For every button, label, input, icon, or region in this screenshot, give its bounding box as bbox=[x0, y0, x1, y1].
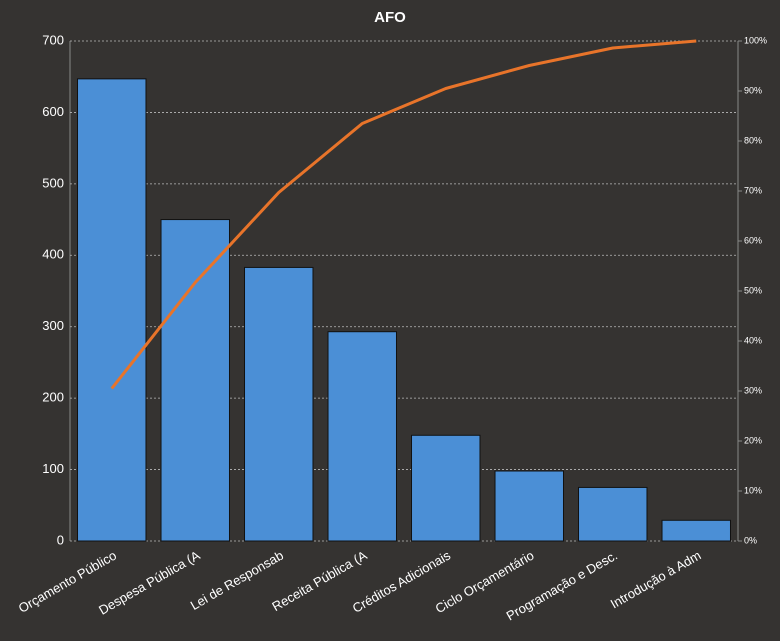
y2-tick-label: 90% bbox=[744, 85, 762, 95]
y2-tick-label: 20% bbox=[744, 435, 762, 445]
y-tick-label: 700 bbox=[42, 32, 64, 47]
y2-tick-label: 100% bbox=[744, 35, 767, 45]
cumulative-line bbox=[110, 39, 697, 390]
y2-tick-label: 50% bbox=[744, 285, 762, 295]
y2-tick-label: 0% bbox=[744, 535, 757, 545]
y2-tick-label: 40% bbox=[744, 335, 762, 345]
bar bbox=[160, 219, 230, 542]
y-tick-label: 400 bbox=[42, 247, 64, 262]
y-tick-label: 600 bbox=[42, 104, 64, 119]
y-tick-label: 0 bbox=[57, 532, 64, 547]
bar bbox=[77, 78, 147, 542]
y2-tick-label: 30% bbox=[744, 385, 762, 395]
bar bbox=[327, 331, 397, 542]
bar bbox=[578, 486, 648, 542]
y-tick-label: 300 bbox=[42, 318, 64, 333]
bar bbox=[494, 470, 564, 542]
y2-tick-label: 10% bbox=[744, 485, 762, 495]
y-tick-label: 500 bbox=[42, 175, 64, 190]
bar bbox=[411, 434, 481, 542]
y2-tick-label: 60% bbox=[744, 235, 762, 245]
y2-tick-label: 80% bbox=[744, 135, 762, 145]
chart-title: AFO bbox=[374, 9, 406, 26]
y-tick-label: 200 bbox=[42, 390, 64, 405]
y2-tick-label: 70% bbox=[744, 185, 762, 195]
y-tick-label: 100 bbox=[42, 461, 64, 476]
bar bbox=[661, 519, 731, 542]
bar bbox=[244, 266, 314, 542]
